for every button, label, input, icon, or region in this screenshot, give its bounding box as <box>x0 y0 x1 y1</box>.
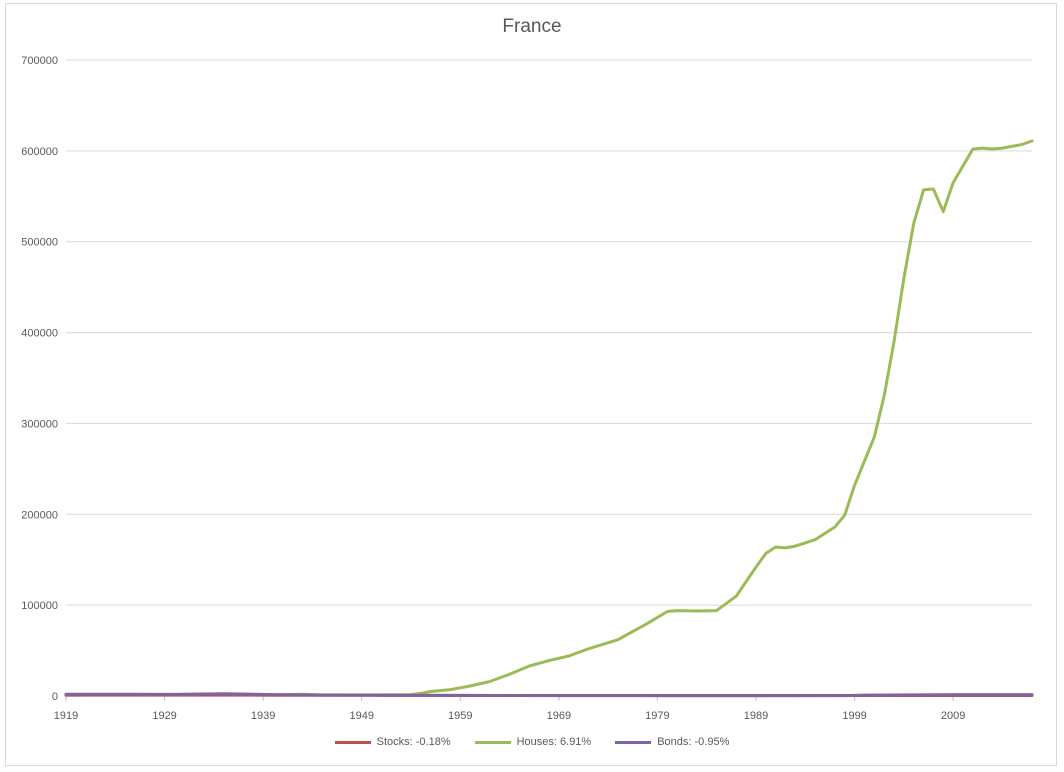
y-tick-label: 500000 <box>21 237 58 249</box>
legend-label-bonds: Bonds: -0.95% <box>657 736 730 748</box>
legend-item-houses: Houses: 6.91% <box>474 736 592 748</box>
series-line-houses <box>64 139 1034 697</box>
y-tick-label: 0 <box>52 691 58 703</box>
chart-frame <box>5 3 1057 766</box>
series-lines <box>64 139 1034 698</box>
x-tick-label: 1989 <box>744 710 768 722</box>
y-tick-label: 600000 <box>21 146 58 158</box>
legend-swatch-bonds <box>615 740 652 744</box>
x-tick-label: 2009 <box>941 710 965 722</box>
legend-label-stocks: Stocks: -0.18% <box>376 736 451 748</box>
legend-label-houses: Houses: 6.91% <box>516 736 592 748</box>
gridlines <box>66 59 1032 606</box>
x-tick-label: 1999 <box>842 710 866 722</box>
y-tick-label: 400000 <box>21 328 58 340</box>
legend-item-bonds: Bonds: -0.95% <box>615 736 729 748</box>
x-tick-label: 1969 <box>547 710 571 722</box>
x-tick-label: 1919 <box>54 710 78 722</box>
legend-item-stocks: Stocks: -0.18% <box>334 736 451 748</box>
x-tick-label: 1959 <box>448 710 472 722</box>
y-tick-label: 100000 <box>21 600 58 612</box>
legend: Stocks: -0.18% Houses: 6.91% Bonds: -0.9… <box>0 736 1064 748</box>
x-axis: 1919 1929 1939 1949 1959 1969 1979 1989 1999 2009 <box>54 695 1032 722</box>
y-tick-label: 700000 <box>21 55 58 67</box>
x-tick-label: 1979 <box>645 710 669 722</box>
series-line-bonds <box>64 692 1034 698</box>
legend-swatch-stocks <box>334 740 371 744</box>
x-tick-label: 1939 <box>251 710 275 722</box>
chart-title: France <box>502 16 562 37</box>
y-tick-label: 300000 <box>21 418 58 430</box>
x-tick-label: 1929 <box>152 710 176 722</box>
legend-swatch-houses <box>474 740 511 744</box>
x-tick-label: 1949 <box>349 710 373 722</box>
y-tick-label: 200000 <box>21 509 58 521</box>
y-axis-ticks: 0 100000 200000 300000 400000 500000 600000 700… <box>21 55 58 703</box>
